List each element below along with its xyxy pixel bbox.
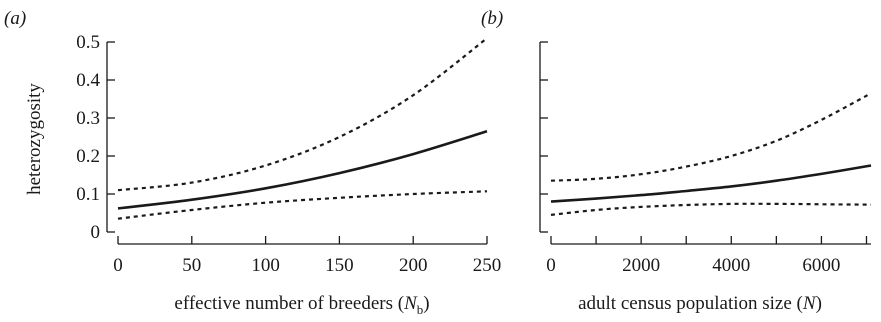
panel-a-x-tick-label: 150 bbox=[325, 255, 354, 276]
panel-a-y-tick-label: 0.5 bbox=[76, 32, 100, 53]
panel-a-y-tick-label: 0.4 bbox=[76, 70, 100, 91]
panel-a-y-tick-label: 0.3 bbox=[76, 108, 100, 129]
panel-a-label: (a) bbox=[4, 8, 26, 29]
panel-b-x-tick-label: 2000 bbox=[622, 255, 660, 276]
x-label-b-close: ) bbox=[816, 293, 822, 314]
panel-a-fitted-curve bbox=[117, 130, 488, 210]
panel-a: (a) heterozygosity effective number of b… bbox=[4, 8, 501, 317]
x-label-a-sub: b bbox=[417, 302, 424, 317]
x-label-b-var: N bbox=[802, 293, 817, 314]
panel-a-y-tick-label: 0.1 bbox=[76, 184, 100, 205]
x-label-a-close: ) bbox=[423, 293, 429, 314]
panel-a-x-tick-label: 50 bbox=[182, 255, 201, 276]
panel-a-y-tick-label: 0 bbox=[91, 222, 101, 243]
panel-a-x-axis-label: effective number of breeders (Nb) bbox=[174, 293, 429, 317]
panel-b-fitted-curve bbox=[550, 164, 872, 203]
panel-a-x-tick-label: 0 bbox=[113, 255, 123, 276]
panel-a-lower-bound-curve bbox=[117, 190, 488, 220]
panel-b-upper-bound-curve bbox=[550, 92, 872, 182]
panel-b-x-tick-label: 4000 bbox=[712, 255, 750, 276]
panel-a-x-tick-label: 250 bbox=[473, 255, 502, 276]
panel-b: (b) adult census population size (N) 0 20… bbox=[481, 8, 872, 314]
panel-b-x-axis-label: adult census population size (N) bbox=[578, 293, 822, 314]
x-label-a-var: N bbox=[403, 293, 418, 314]
x-label-a-text: effective number of breeders ( bbox=[174, 293, 404, 314]
panel-b-x-tick-label: 6000 bbox=[802, 255, 840, 276]
panel-a-x-tick-label: 200 bbox=[399, 255, 428, 276]
panel-b-lower-bound-curve bbox=[550, 202, 872, 216]
panel-a-y-axis-label: heterozygosity bbox=[24, 83, 45, 195]
panel-b-x-tick-label: 0 bbox=[546, 255, 556, 276]
x-label-b-text: adult census population size ( bbox=[578, 293, 803, 314]
panel-b-label: (b) bbox=[481, 8, 503, 29]
panel-a-x-tick-label: 100 bbox=[251, 255, 280, 276]
panel-a-upper-bound-curve bbox=[117, 37, 488, 192]
panel-a-y-tick-label: 0.2 bbox=[76, 146, 100, 167]
